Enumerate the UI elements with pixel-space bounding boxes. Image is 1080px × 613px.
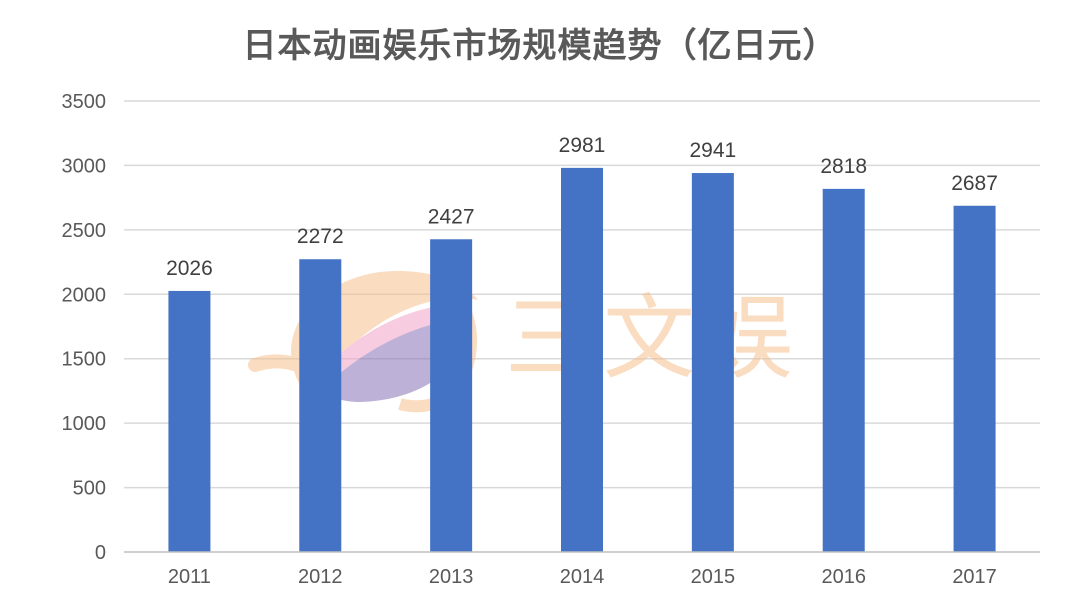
y-tick-label: 500	[73, 478, 106, 500]
y-tick-label: 3500	[62, 91, 107, 113]
bar-2014	[561, 167, 603, 552]
data-label-2016: 2818	[820, 155, 867, 178]
x-tick-label-2017: 2017	[952, 566, 997, 588]
watermark-text: 三文娱	[505, 285, 799, 392]
x-tick-label-2011: 2011	[168, 566, 211, 588]
bar-2012	[299, 259, 342, 552]
chart-title: 日本动画娱乐市场规模趋势（亿日元）	[242, 26, 838, 66]
data-labels: 2026 2272 2427 2981 2941 2818 2687	[166, 134, 998, 280]
y-tick-label: 3000	[62, 155, 107, 177]
x-tick-label-2016: 2016	[821, 566, 866, 588]
bar-2017	[953, 205, 996, 552]
x-tick-label-2015: 2015	[691, 566, 736, 588]
bar-2011	[168, 290, 211, 552]
y-tick-label: 1000	[62, 413, 107, 435]
x-tick-label-2013: 2013	[429, 566, 474, 588]
axes: 0 500 1000 1500 2000 2500 3000 3500 2011 2012 2013…	[62, 91, 1040, 588]
data-label-2014: 2981	[559, 134, 606, 157]
y-tick-label: 0	[95, 542, 106, 564]
y-tick-label: 1500	[62, 349, 107, 371]
data-label-2017: 2687	[951, 172, 998, 195]
data-label-2015: 2941	[689, 139, 736, 162]
bar-2016	[822, 188, 865, 553]
bar-2015	[691, 173, 734, 553]
data-label-2011: 2026	[166, 257, 213, 280]
bar-2013	[430, 239, 473, 552]
data-label-2012: 2272	[297, 225, 344, 248]
y-tick-label: 2000	[62, 284, 107, 306]
x-tick-label-2012: 2012	[298, 566, 343, 588]
y-tick-label: 2500	[62, 220, 107, 242]
data-label-2013: 2427	[428, 205, 475, 228]
bars	[168, 167, 996, 553]
x-tick-label-2014: 2014	[560, 566, 605, 588]
